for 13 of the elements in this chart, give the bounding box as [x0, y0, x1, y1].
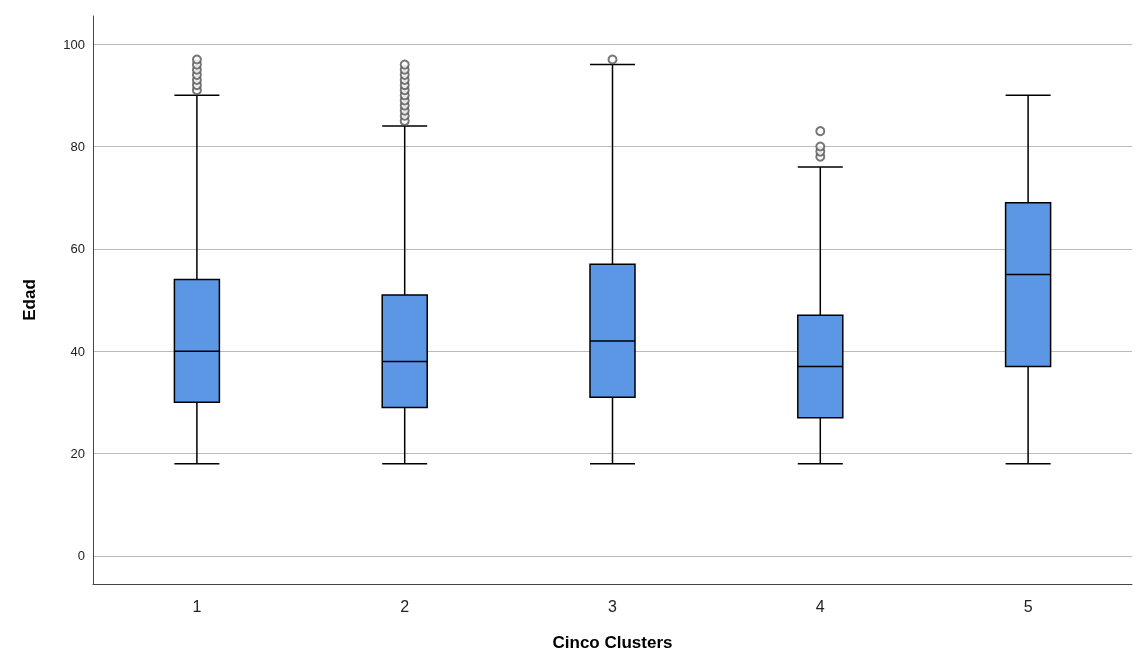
x-tick-label: 2	[400, 597, 410, 615]
x-tick-label: 5	[1023, 597, 1033, 615]
y-tick-label: 60	[70, 241, 85, 257]
x-axis-title: Cinco Clusters	[552, 633, 673, 652]
x-tick-label: 4	[815, 597, 825, 615]
y-axis-title: Edad	[20, 279, 39, 321]
y-tick-label: 80	[70, 138, 85, 154]
y-tick-label: 0	[77, 548, 85, 564]
y-tick-label: 40	[70, 343, 85, 359]
x-tick-label: 1	[192, 597, 202, 615]
x-tick-label: 3	[608, 597, 618, 615]
y-tick-label: 100	[63, 36, 85, 52]
y-tick-label: 20	[70, 446, 85, 462]
